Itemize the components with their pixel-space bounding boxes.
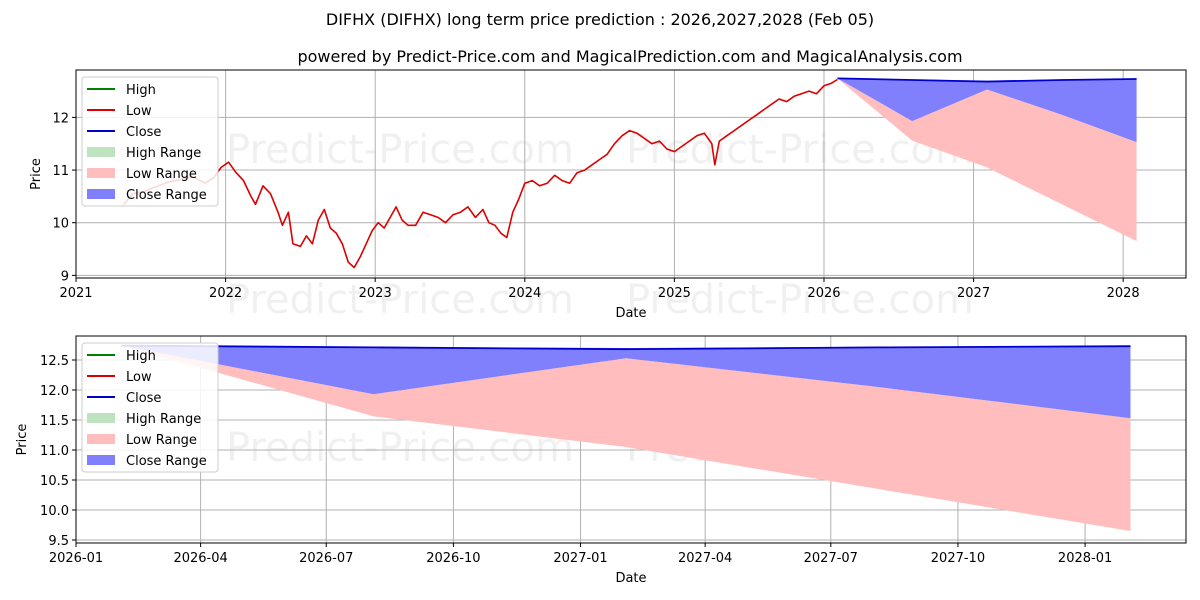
y-axis-label: Price xyxy=(15,424,30,456)
legend-high-label: High xyxy=(126,83,156,98)
x-tick-label: 2026-01 xyxy=(49,551,103,566)
low-range-band xyxy=(121,345,1131,531)
legend-close-range-label: Close Range xyxy=(126,454,207,469)
x-tick-label: 2027-04 xyxy=(678,551,732,566)
y-axis-label: Price xyxy=(29,158,44,190)
legend-low-range-swatch xyxy=(87,168,115,178)
y-tick-label: 9 xyxy=(61,269,69,284)
x-tick-label: 2025 xyxy=(658,286,691,301)
x-tick-label: 2021 xyxy=(59,286,92,301)
y-tick-label: 12.0 xyxy=(40,384,69,399)
x-tick-label: 2027-10 xyxy=(931,551,985,566)
legend-close-range-swatch xyxy=(87,455,115,465)
x-tick-label: 2026-10 xyxy=(426,551,480,566)
x-tick-label: 2027 xyxy=(957,286,990,301)
x-tick-label: 2022 xyxy=(209,286,242,301)
legend-high-range-label: High Range xyxy=(126,146,201,161)
y-tick-label: 12.5 xyxy=(40,354,69,369)
x-tick-label: 2027-07 xyxy=(804,551,858,566)
close-price-line xyxy=(837,77,1137,83)
x-tick-label: 2028-01 xyxy=(1058,551,1112,566)
chart-subtitle: powered by Predict-Price.com and Magical… xyxy=(297,47,962,66)
y-tick-label: 11.0 xyxy=(40,444,69,459)
legend-high-range-swatch xyxy=(87,413,115,423)
legend-low-range-label: Low Range xyxy=(126,167,197,182)
x-tick-label: 2024 xyxy=(508,286,541,301)
close-price-line xyxy=(121,344,1131,351)
x-axis-label: Date xyxy=(615,306,646,321)
y-tick-label: 10.0 xyxy=(40,504,69,519)
legend-close-label: Close xyxy=(126,391,161,406)
low-range-band xyxy=(837,78,1137,242)
watermark: Predict-Price.com xyxy=(626,277,974,323)
legend-box xyxy=(81,342,219,473)
x-tick-label: 2026-07 xyxy=(299,551,353,566)
legend-low-label: Low xyxy=(126,370,152,385)
close-range-band xyxy=(121,345,1131,419)
close-range-band xyxy=(837,78,1137,143)
legend-high-range-swatch xyxy=(87,147,115,157)
x-tick-label: 2027-01 xyxy=(553,551,607,566)
legend-low-label: Low xyxy=(126,104,152,119)
legend-close-label: Close xyxy=(126,125,161,140)
low-price-line xyxy=(123,78,838,269)
legend-low-range-label: Low Range xyxy=(126,433,197,448)
y-tick-label: 10 xyxy=(52,217,69,232)
chart-title: DIFHX (DIFHX) long term price prediction… xyxy=(326,10,874,29)
legend-close-range-swatch xyxy=(87,189,115,199)
watermark: Predict-Price.com xyxy=(226,127,574,173)
y-tick-label: 11 xyxy=(52,164,69,179)
y-tick-label: 10.5 xyxy=(40,474,69,489)
legend: High Low Close High Range Low Range Close Ran… xyxy=(81,76,219,207)
y-tick-label: 9.5 xyxy=(48,534,69,549)
x-tick-label: 2028 xyxy=(1107,286,1140,301)
top-panel: Predict-Price.com Predict-Price.com Predic… xyxy=(29,69,1187,323)
plot-frame xyxy=(75,69,1187,279)
legend: High Low Close High Range Low Range Close Ran… xyxy=(81,342,219,473)
x-axis-label: Date xyxy=(615,571,646,586)
legend-close-range-label: Close Range xyxy=(126,188,207,203)
legend-low-range-swatch xyxy=(87,434,115,444)
legend-box xyxy=(81,76,219,207)
x-tick-label: 2026-04 xyxy=(173,551,227,566)
y-tick-label: 12 xyxy=(52,111,69,126)
watermark: Predict-Price.com xyxy=(226,277,574,323)
x-tick-label: 2026 xyxy=(807,286,840,301)
y-tick-label: 11.5 xyxy=(40,414,69,429)
plot-frame xyxy=(75,335,1187,544)
legend-high-label: High xyxy=(126,349,156,364)
legend-high-range-label: High Range xyxy=(126,412,201,427)
bottom-panel: Predict-Price.comPredict-Price.com2026-0… xyxy=(15,335,1187,586)
x-tick-label: 2023 xyxy=(359,286,392,301)
